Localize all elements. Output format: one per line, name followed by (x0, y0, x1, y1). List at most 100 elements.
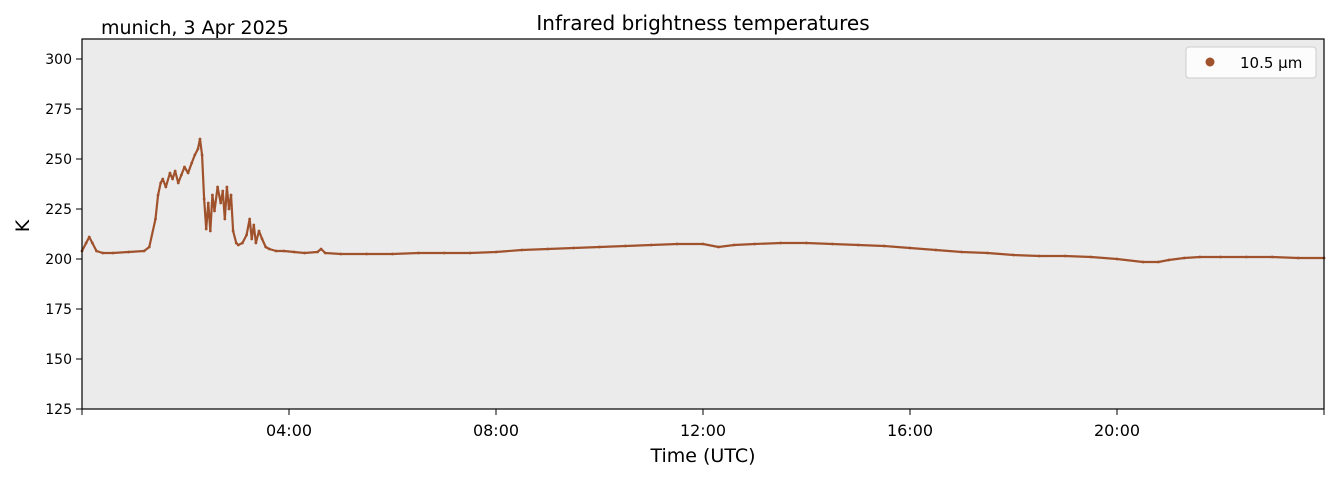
data-point (468, 251, 472, 255)
x-tick-label: 12:00 (680, 421, 726, 440)
data-point (196, 147, 200, 151)
data-point (1167, 258, 1171, 262)
data-point (701, 242, 705, 246)
data-point (190, 161, 194, 165)
legend-label: 10.5 µm (1240, 54, 1302, 72)
y-tick-label: 275 (45, 102, 72, 118)
series-line (80, 137, 1326, 264)
data-point (248, 217, 252, 221)
data-point (186, 171, 190, 175)
y-axis: 125 150 175 200 225 250 275 300 (45, 52, 82, 418)
data-point (211, 193, 214, 197)
x-axis-label: Time (UTC) (649, 445, 755, 467)
data-point (234, 241, 238, 245)
data-point (805, 241, 808, 245)
data-point (934, 248, 938, 252)
y-tick-label: 150 (45, 352, 72, 368)
data-point (173, 169, 177, 173)
data-point (216, 185, 219, 189)
data-point (1270, 255, 1274, 259)
data-point (365, 252, 369, 256)
data-point (202, 197, 206, 201)
data-point (161, 177, 165, 181)
data-point (164, 185, 168, 189)
data-point (101, 251, 105, 255)
x-tick-label: 04:00 (266, 421, 312, 440)
data-point (241, 241, 244, 245)
legend-box (1185, 46, 1317, 79)
data-point (229, 193, 233, 197)
data-point (960, 250, 964, 254)
data-point (221, 189, 225, 193)
data-point (717, 245, 720, 249)
data-point (1182, 256, 1186, 260)
data-point (1141, 260, 1145, 264)
data-point (274, 249, 278, 253)
data-point (225, 185, 229, 189)
data-point (623, 244, 627, 248)
data-point (830, 242, 834, 246)
data-point (882, 244, 886, 248)
data-point (176, 181, 180, 185)
data-point (339, 252, 343, 256)
data-point (494, 250, 498, 254)
plot-frame (81, 38, 1325, 410)
data-point (303, 251, 306, 255)
data-point (572, 246, 576, 250)
data-point (198, 137, 202, 141)
data-point (416, 251, 420, 255)
data-point (200, 153, 204, 157)
data-point (168, 171, 172, 175)
data-point (316, 250, 319, 254)
data-point (1089, 255, 1093, 259)
data-point (260, 237, 264, 241)
x-tick-label: 08:00 (473, 421, 519, 440)
data-point (391, 252, 394, 256)
data-point (156, 193, 160, 197)
data-point (84, 241, 88, 245)
data-point (111, 251, 115, 255)
data-point (675, 242, 679, 246)
data-layer (80, 137, 1326, 264)
data-point (1198, 255, 1202, 259)
data-point (213, 209, 216, 213)
data-point (732, 243, 736, 247)
data-point (753, 242, 757, 246)
data-point (282, 249, 286, 253)
data-point (142, 249, 146, 253)
data-point (319, 247, 323, 251)
data-point (1296, 256, 1300, 260)
data-point (908, 246, 912, 250)
y-tick-label: 125 (45, 402, 72, 418)
y-tick-label: 225 (45, 202, 72, 218)
x-axis: 04:00 08:00 12:00 16:00 20:00 (81, 409, 1325, 440)
y-tick-label: 250 (45, 152, 72, 168)
data-point (1244, 255, 1248, 259)
data-point (292, 250, 296, 254)
data-point (154, 217, 157, 221)
data-point (87, 235, 91, 239)
data-point (90, 241, 94, 245)
data-point (264, 245, 268, 249)
data-point (254, 241, 258, 245)
data-point (208, 229, 212, 233)
legend: 10.5 µm (1185, 46, 1317, 79)
data-point (250, 237, 254, 241)
data-point (257, 229, 261, 233)
data-point (323, 251, 327, 255)
data-point (127, 250, 130, 254)
y-axis-label: K (12, 219, 34, 232)
data-point (231, 229, 235, 233)
y-tick-label: 200 (45, 252, 72, 268)
x-tick-label: 16:00 (887, 421, 933, 440)
data-point (1115, 257, 1119, 261)
x-tick-label: 20:00 (1094, 421, 1140, 440)
legend-marker (1205, 57, 1215, 67)
data-point (986, 251, 990, 255)
plot-area (82, 39, 1324, 409)
data-point (546, 247, 550, 251)
data-point (206, 201, 210, 205)
data-point (1063, 254, 1067, 258)
data-point (1219, 255, 1222, 259)
